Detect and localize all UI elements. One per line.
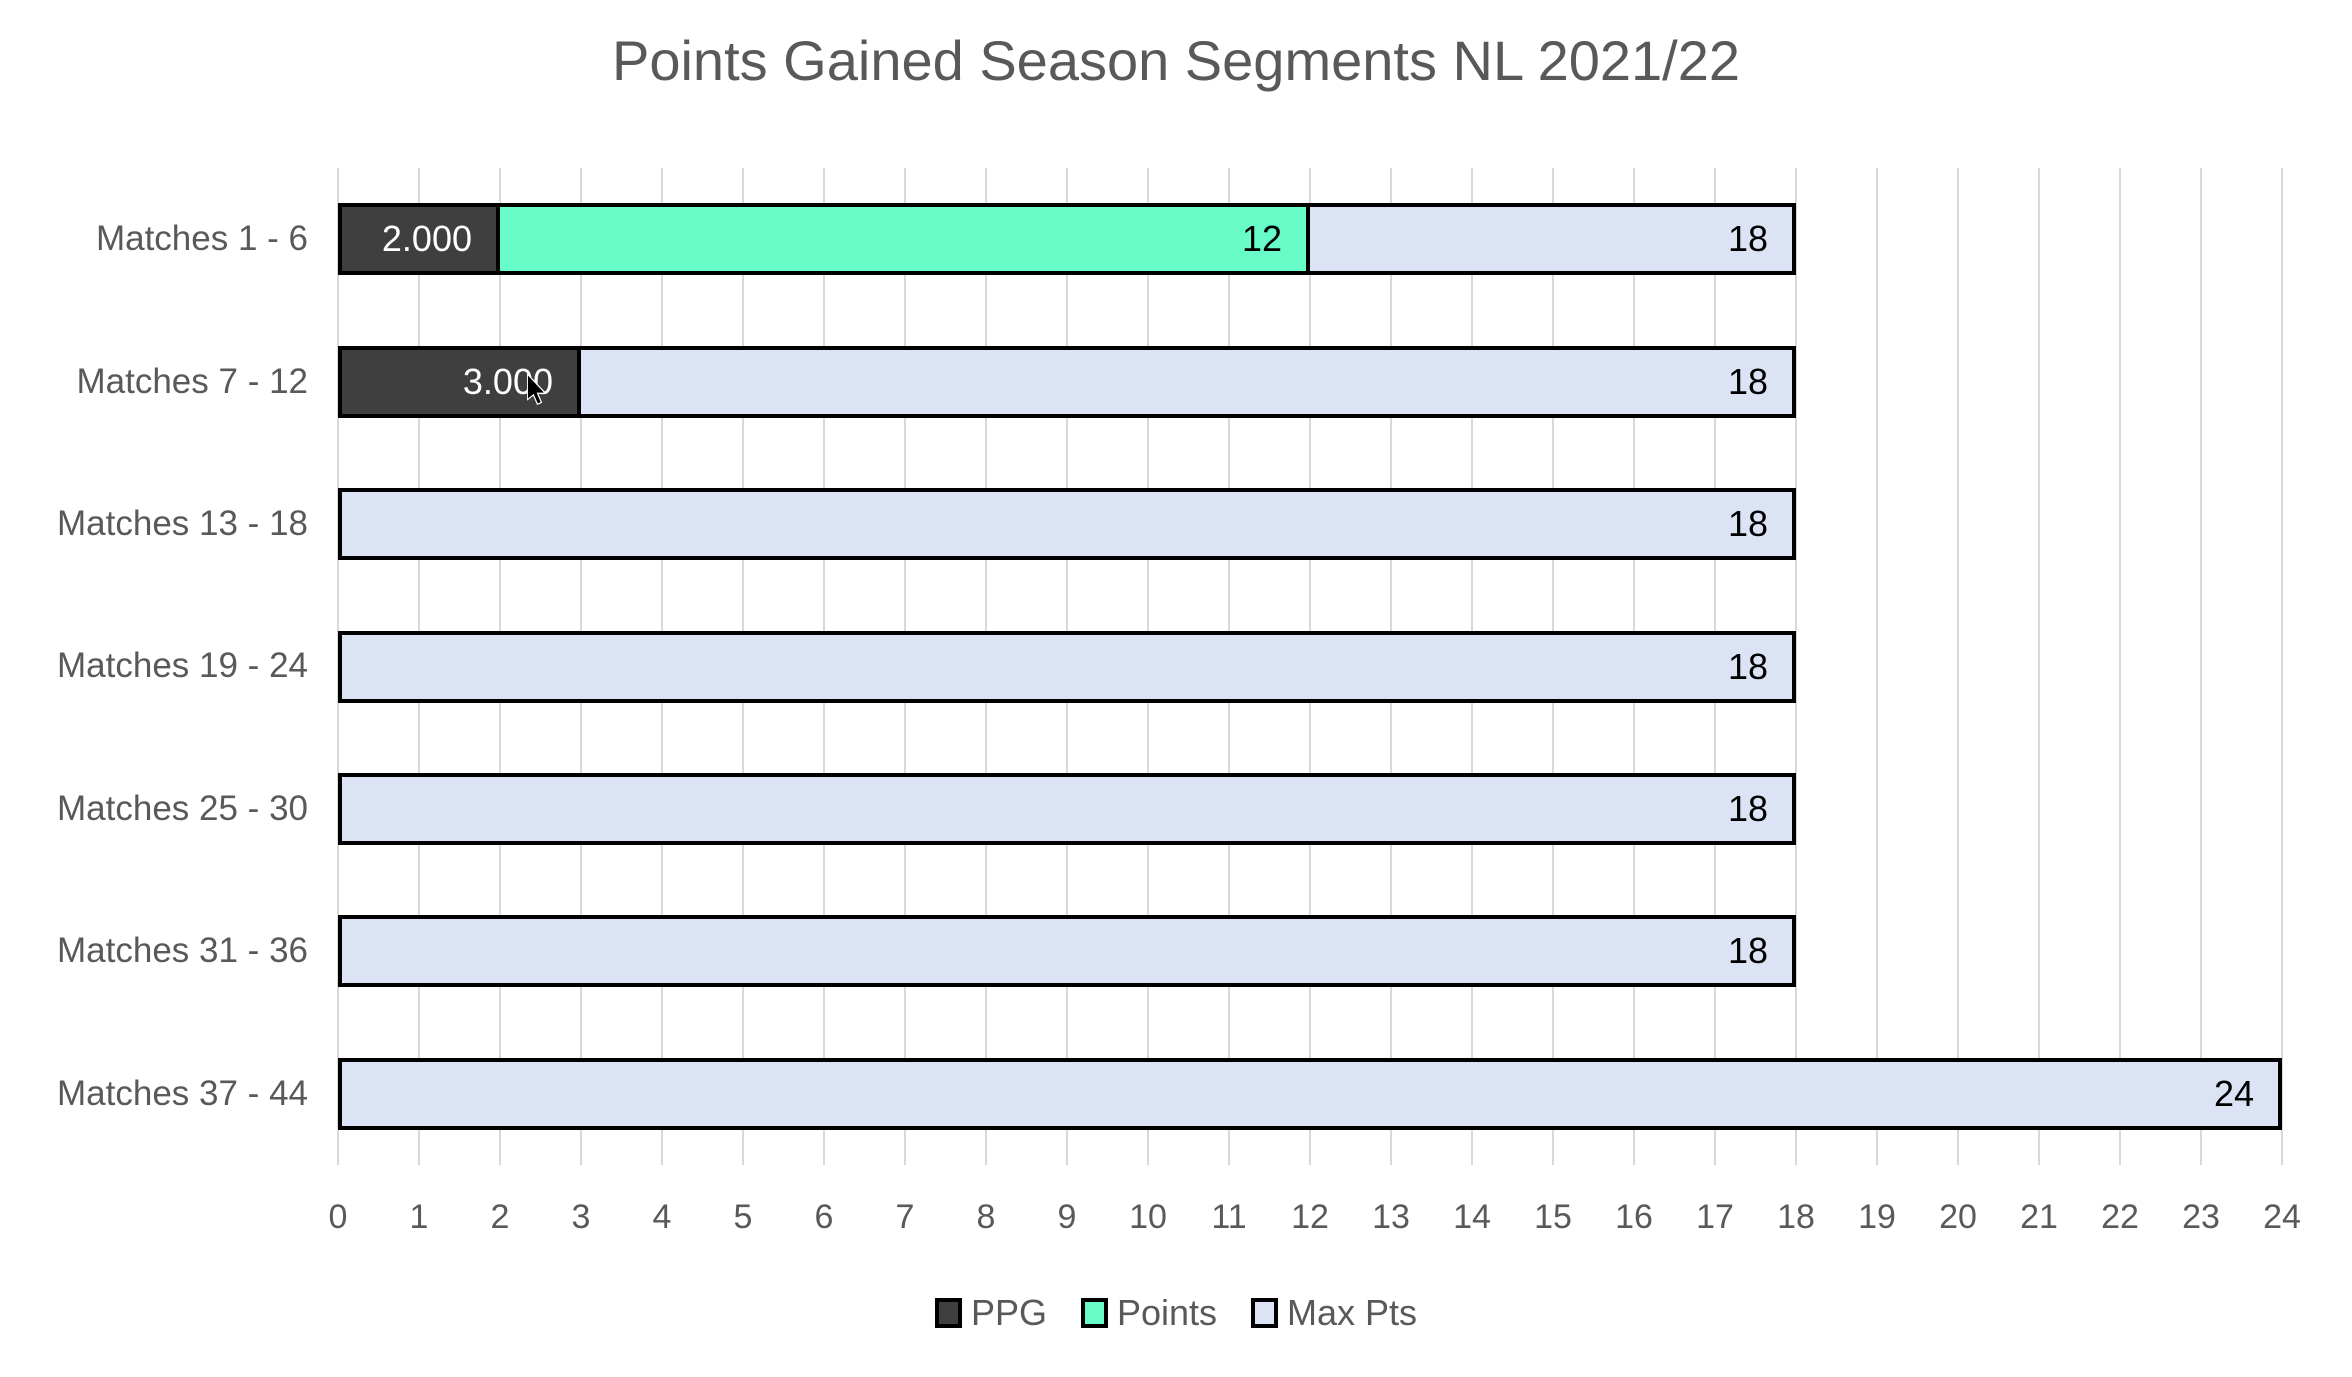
bar-label: 18 [1727, 503, 1768, 545]
x-tick-label: 24 [2263, 1198, 2301, 1236]
category-axis: Matches 1 - 6 Matches 7 - 12 Matches 13 - … [0, 168, 308, 1165]
x-tick-label: 7 [895, 1198, 915, 1236]
legend-label: Max Pts [1287, 1292, 1418, 1333]
x-tick-label: 14 [1453, 1198, 1491, 1236]
bar-label: 3.000 [462, 360, 553, 402]
bar-ppg[interactable]: 2.000 [338, 203, 500, 276]
category-label: Matches 37 - 44 [57, 1073, 308, 1113]
bar-label: 18 [1727, 360, 1768, 402]
x-tick-label: 17 [1696, 1198, 1734, 1236]
x-tick-label: 21 [2020, 1198, 2058, 1236]
gridline [2038, 168, 2040, 1165]
plot-area: 2.000 12 18 3.000 18 18 18 18 18 24 [337, 168, 2283, 1165]
category-label: Matches 7 - 12 [76, 361, 309, 401]
x-tick-label: 20 [1939, 1198, 1977, 1236]
bar-max-pts[interactable]: 18 [338, 345, 1796, 418]
x-tick-label: 11 [1211, 1198, 1247, 1236]
legend-swatch-ppg [934, 1298, 962, 1328]
x-tick-label: 0 [328, 1198, 348, 1236]
legend-item-points[interactable]: Points [1080, 1292, 1218, 1334]
bar-label: 18 [1727, 645, 1768, 687]
x-tick-label: 10 [1129, 1198, 1167, 1236]
legend-label: PPG [970, 1292, 1047, 1333]
x-tick-label: 16 [1615, 1198, 1653, 1236]
bar-max-pts[interactable]: 18 [338, 630, 1796, 703]
legend-label: Points [1116, 1292, 1218, 1333]
legend-swatch-max-pts [1251, 1298, 1279, 1328]
category-label: Matches 13 - 18 [57, 504, 308, 544]
x-tick-label: 22 [2101, 1198, 2139, 1236]
bar-label: 18 [1727, 930, 1768, 972]
bar-max-pts[interactable]: 18 [338, 915, 1796, 988]
x-tick-label: 19 [1858, 1198, 1896, 1236]
legend-item-ppg[interactable]: PPG [934, 1292, 1047, 1334]
gridline [1957, 168, 1959, 1165]
x-tick-label: 13 [1372, 1198, 1410, 1236]
bar-label: 24 [2213, 1072, 2254, 1114]
bar-label: 18 [1727, 787, 1768, 829]
legend-item-max-pts[interactable]: Max Pts [1251, 1292, 1417, 1334]
category-label: Matches 31 - 36 [57, 931, 308, 971]
category-label: Matches 25 - 30 [57, 788, 308, 828]
x-tick-label: 2 [490, 1198, 510, 1236]
x-tick-label: 8 [976, 1198, 996, 1236]
gridline [2119, 168, 2121, 1165]
bar-points[interactable]: 12 [338, 203, 1310, 276]
gridline [2200, 168, 2202, 1165]
gridline [2281, 168, 2283, 1165]
x-tick-label: 3 [571, 1198, 591, 1236]
bar-max-pts[interactable]: 18 [338, 772, 1796, 845]
gridline [1876, 168, 1878, 1165]
x-tick-label: 18 [1777, 1198, 1815, 1236]
bar-max-pts[interactable]: 18 [338, 488, 1796, 561]
legend-swatch-points [1080, 1298, 1108, 1328]
x-tick-label: 12 [1291, 1198, 1329, 1236]
bar-max-pts[interactable]: 24 [338, 1057, 2282, 1130]
x-axis: 0 1 2 3 4 5 6 7 8 9 10 11 12 13 14 15 16 17 18 19 20 21 22 23 24 [329, 1198, 2301, 1242]
chart-title: Points Gained Season Segments NL 2021/22 [611, 29, 1740, 92]
mouse-cursor-icon [527, 374, 547, 405]
gridline [1795, 168, 1797, 1165]
x-tick-label: 15 [1534, 1198, 1572, 1236]
bar-label: 18 [1727, 218, 1768, 260]
bar-ppg[interactable]: 3.000 [338, 345, 581, 418]
bar-label: 12 [1241, 218, 1282, 260]
legend: PPG Points Max Pts [0, 1292, 2352, 1334]
category-label: Matches 19 - 24 [57, 646, 308, 686]
x-tick-label: 23 [2182, 1198, 2220, 1236]
x-tick-label: 9 [1057, 1198, 1077, 1236]
bar-label: 2.000 [381, 218, 472, 260]
x-tick-label: 1 [409, 1198, 429, 1236]
x-tick-label: 6 [814, 1198, 834, 1236]
category-label: Matches 1 - 6 [95, 219, 308, 259]
x-tick-label: 5 [733, 1198, 753, 1236]
x-tick-label: 4 [652, 1198, 672, 1236]
